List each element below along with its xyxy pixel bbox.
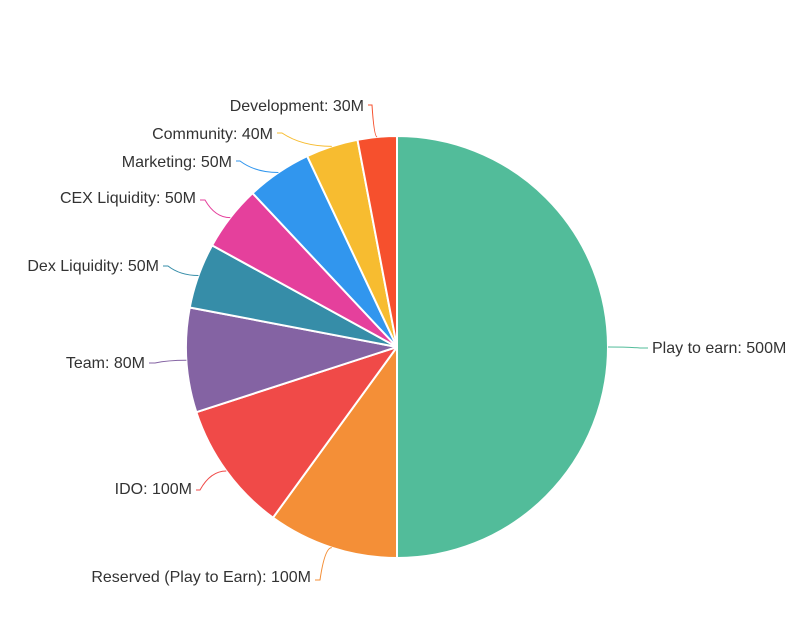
- labels-layer: Play to earn: 500M Reserved (Play to Earn…: [27, 98, 786, 586]
- pie-slice-reserved-play-to-earn: [271, 346, 398, 559]
- pie-slice-development: [356, 135, 398, 348]
- slice-label-ido: IDO: 100M: [115, 481, 192, 498]
- slice-label-play-to-earn: Play to earn: 500M: [652, 340, 786, 357]
- leader-line-reserved-play-to-earn: [315, 547, 332, 581]
- leader-line-ido: [196, 470, 227, 491]
- leader-line-dex-liquidity: [163, 265, 199, 277]
- leader-lines-layer: [149, 104, 648, 581]
- leader-line-marketing: [236, 160, 279, 173]
- slice-label-development: Development: 30M: [230, 98, 364, 115]
- slices-layer: [185, 135, 609, 559]
- pie-slice-team: [185, 306, 398, 414]
- slice-label-reserved-play-to-earn: Reserved (Play to Earn): 100M: [91, 569, 311, 586]
- leader-line-development: [368, 104, 378, 138]
- pie-slice-play-to-earn: [396, 135, 609, 559]
- leader-line-community: [277, 132, 332, 147]
- slice-label-cex-liquidity: CEX Liquidity: 50M: [60, 190, 196, 207]
- slice-label-marketing: Marketing: 50M: [122, 154, 232, 171]
- leader-line-cex-liquidity: [200, 199, 231, 219]
- slice-label-community: Community: 40M: [152, 126, 273, 143]
- leader-line-team: [149, 359, 187, 364]
- pie-slice-ido: [195, 346, 398, 519]
- slice-label-dex-liquidity: Dex Liquidity: 50M: [27, 258, 159, 275]
- slice-label-team: Team: 80M: [66, 355, 145, 372]
- leader-line-play-to-earn: [607, 346, 648, 349]
